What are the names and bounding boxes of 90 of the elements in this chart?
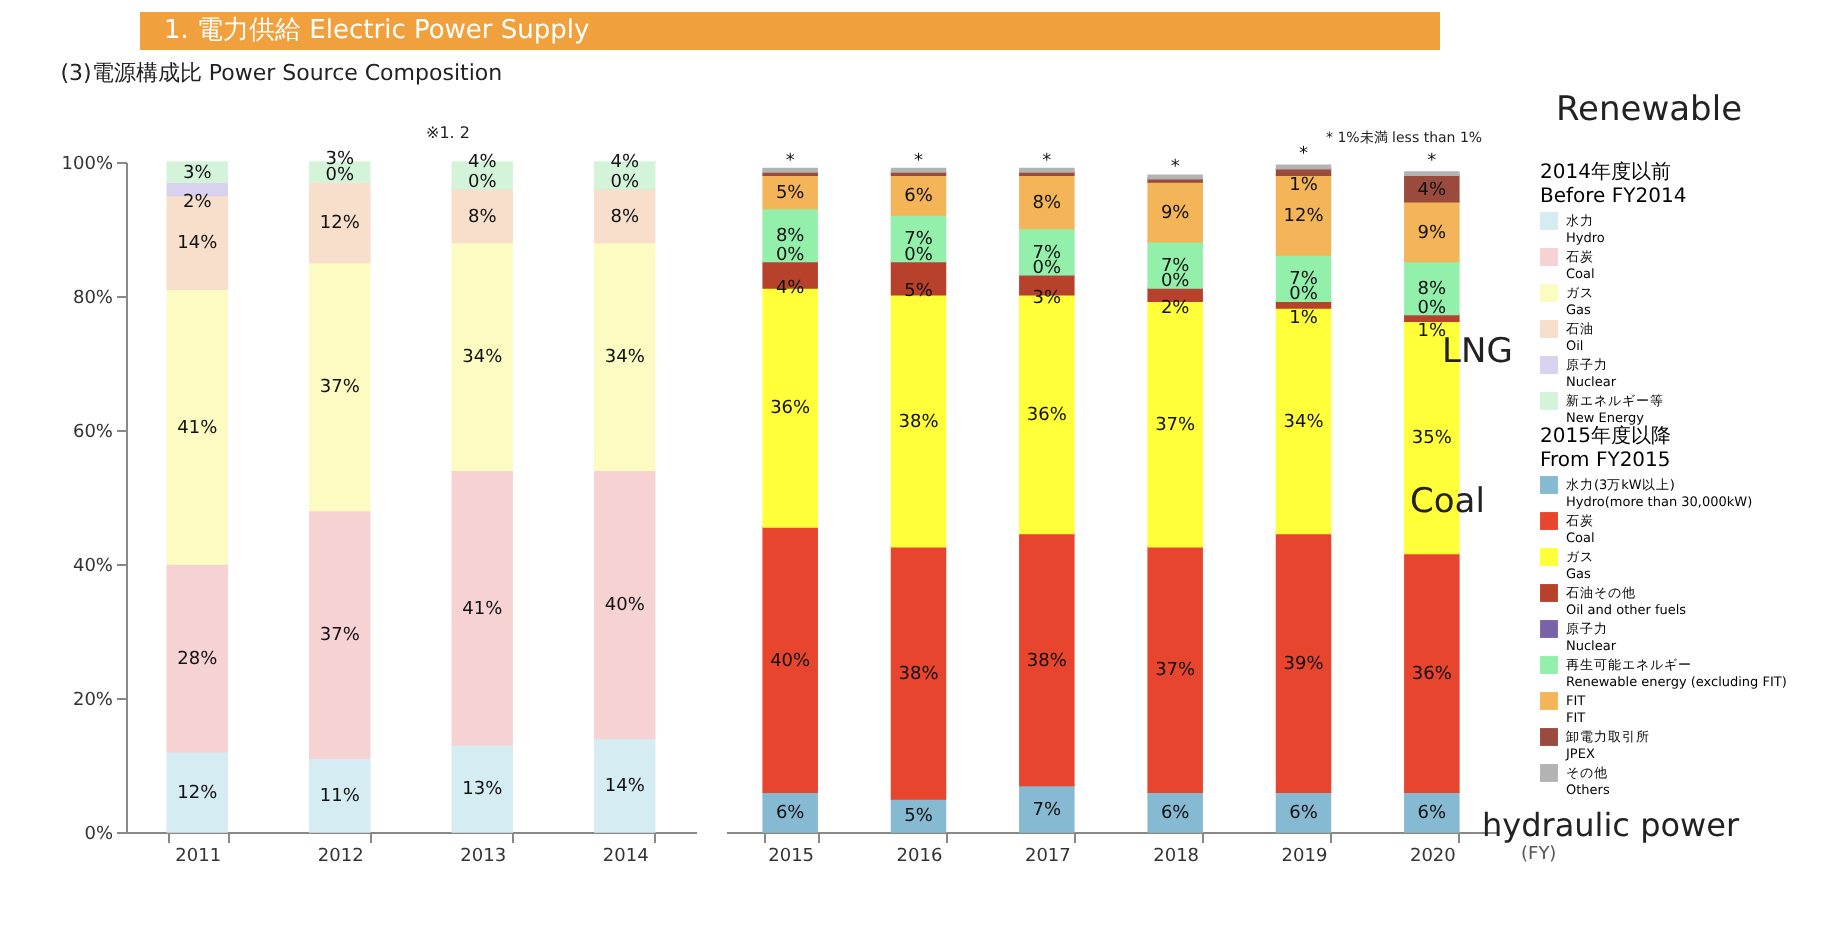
x-tick-label: 2017 <box>1024 847 1071 867</box>
y-tick-label: 80% <box>72 289 114 309</box>
data-label: * <box>1042 151 1053 172</box>
data-label: 0% <box>325 166 355 187</box>
x-tick-label: 2018 <box>1153 847 1200 867</box>
data-label: 14% <box>177 234 219 255</box>
data-label: 0% <box>1160 272 1191 293</box>
data-label: 0% <box>1032 258 1062 279</box>
data-label: * <box>914 151 924 172</box>
data-label: 38% <box>898 412 940 433</box>
data-label: 34% <box>1283 412 1325 433</box>
y-tick-label: 40% <box>72 557 114 577</box>
data-label: 1% <box>1417 321 1447 342</box>
data-label: * <box>1427 151 1438 172</box>
data-label: 6% <box>904 187 934 208</box>
data-label: 38% <box>1026 651 1068 672</box>
data-label: 8% <box>1032 193 1062 214</box>
y-tick-label: 20% <box>72 691 114 711</box>
data-label: 5% <box>904 807 934 828</box>
legend-title: 2014年度以前 Before FY2014 <box>1540 160 1687 208</box>
data-label: 0% <box>775 245 806 266</box>
data-label: 6% <box>1289 804 1319 825</box>
data-label: 37% <box>319 626 361 647</box>
data-label: 36% <box>1411 664 1453 685</box>
y-tick-label: 100% <box>61 155 114 175</box>
data-label: 39% <box>1283 654 1325 675</box>
data-label: 4% <box>1417 180 1447 201</box>
x-tick-label: 2015 <box>768 847 815 867</box>
data-label: 6% <box>1417 804 1447 825</box>
data-label: 40% <box>604 596 646 617</box>
data-label: 8% <box>775 226 806 247</box>
x-tick-label: 2016 <box>896 847 943 867</box>
data-label: 7% <box>1032 800 1062 821</box>
x-tick-label: 2020 <box>1409 847 1457 867</box>
data-label: 0% <box>610 172 640 193</box>
data-label: 2% <box>1160 298 1191 319</box>
y-tick-label: 0% <box>84 825 114 845</box>
data-label: * <box>1299 144 1309 165</box>
data-label: 12% <box>1283 207 1325 228</box>
data-label: 0% <box>1417 298 1447 319</box>
y-tick-label: 60% <box>72 423 114 443</box>
x-tick-label: 2012 <box>317 847 364 867</box>
data-label: 9% <box>1417 223 1447 244</box>
data-label: 36% <box>1026 406 1068 427</box>
data-label: 5% <box>775 183 806 204</box>
data-label: 41% <box>462 599 504 620</box>
x-tick-label: 2014 <box>602 847 650 867</box>
data-label: 14% <box>604 777 646 798</box>
data-label: 37% <box>1155 416 1197 437</box>
data-label: 1% <box>1289 308 1319 329</box>
data-label: 9% <box>1160 203 1191 224</box>
text: Renewable <box>1556 90 1743 130</box>
data-label: 4% <box>610 153 640 174</box>
data-label: 11% <box>319 787 361 808</box>
data-label: 6% <box>775 804 806 825</box>
data-label: 4% <box>467 153 498 174</box>
data-label: 34% <box>604 348 646 369</box>
data-label: 40% <box>770 651 812 672</box>
chart-title: 1. 電力供給 Electric Power Supply <box>140 12 1440 50</box>
x-tick-label: 2011 <box>175 847 222 867</box>
data-label: 12% <box>319 214 361 235</box>
data-label: 1% <box>1289 175 1319 196</box>
data-label: 8% <box>1417 280 1447 301</box>
data-label: * <box>1170 158 1181 179</box>
data-label: 38% <box>898 664 940 685</box>
data-label: 6% <box>1160 804 1191 825</box>
data-label: 36% <box>770 399 812 420</box>
data-label: 0% <box>904 245 934 266</box>
data-label: 41% <box>177 418 219 439</box>
data-label: 0% <box>467 172 498 193</box>
legend-title: 2015年度以降 From FY2015 <box>1540 424 1671 472</box>
data-label: 34% <box>462 348 504 369</box>
data-label: 8% <box>610 207 640 228</box>
data-label: 37% <box>1155 661 1197 682</box>
x-tick-label: 2019 <box>1281 847 1328 867</box>
annotation: hydraulic power <box>1482 806 1740 844</box>
data-label: 3% <box>1032 288 1062 309</box>
data-label: 35% <box>1411 429 1453 450</box>
data-label: 12% <box>177 783 219 804</box>
data-label: 3% <box>182 164 213 185</box>
x-tick-label: 2013 <box>460 847 507 867</box>
x-axis-title: (FY) <box>1521 845 1557 865</box>
data-label: 28% <box>177 649 219 670</box>
data-label: 2% <box>182 192 213 213</box>
data-label: * <box>785 151 796 172</box>
text: ※1. 2 <box>426 124 470 142</box>
data-label: 8% <box>467 207 498 228</box>
data-label: 37% <box>319 378 361 399</box>
chart-subtitle: (3)電源構成比 Power Source Composition <box>60 60 503 86</box>
data-label: 13% <box>462 780 504 801</box>
